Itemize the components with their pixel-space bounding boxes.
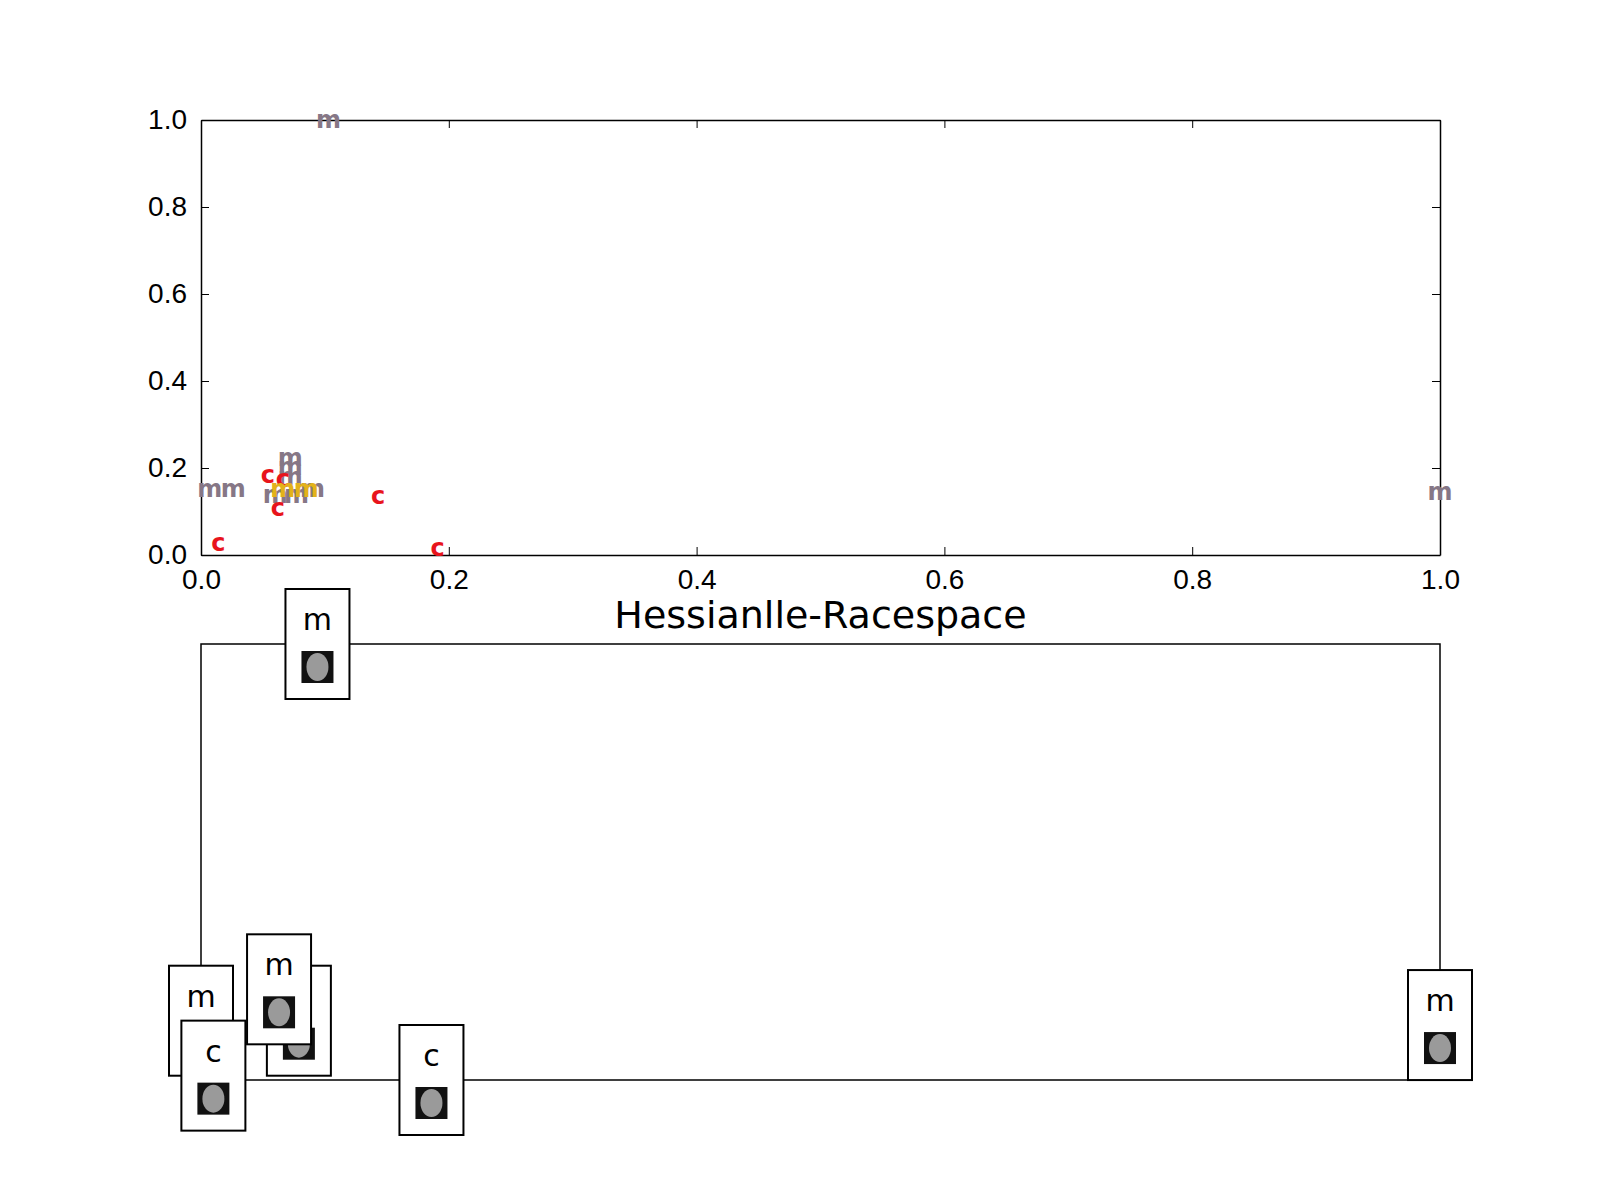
tick-mark xyxy=(201,381,209,382)
tick-label: 1.0 xyxy=(148,104,187,135)
thumbnail-box xyxy=(247,934,311,1044)
thumbnail-face xyxy=(1429,1034,1451,1062)
tick xyxy=(1432,120,1440,121)
tick xyxy=(1432,294,1440,295)
thumbnail: m xyxy=(1408,970,1472,1080)
tick-mark xyxy=(201,120,209,121)
tick-mark xyxy=(1432,555,1440,556)
tick-mark xyxy=(201,555,209,556)
x-axis-top xyxy=(202,120,1441,128)
chart: 0.00.20.40.60.81.00.00.20.40.60.81.0mmmm… xyxy=(0,0,1600,1200)
tick-label: 0.4 xyxy=(678,564,717,595)
tick-mark xyxy=(697,547,698,555)
tick-label: 0.2 xyxy=(430,564,469,595)
tick-mark xyxy=(201,294,209,295)
thumbnail-image xyxy=(263,996,295,1028)
tick-mark xyxy=(201,207,209,208)
tick: 0.0 xyxy=(148,539,209,570)
thumbnail-box xyxy=(181,1021,245,1131)
tick-mark xyxy=(944,120,945,128)
thumbnail-box xyxy=(399,1025,463,1135)
tick-mark xyxy=(1192,120,1193,128)
tick: 0.4 xyxy=(678,547,717,595)
point: m xyxy=(197,475,222,503)
thumbnail-label: m xyxy=(1425,983,1454,1018)
tick-label: 0.4 xyxy=(148,365,187,396)
tick-label: 0.2 xyxy=(148,452,187,483)
thumbnail: c xyxy=(181,1021,245,1131)
panel: 0.00.20.40.60.81.00.00.20.40.60.81.0mmmm… xyxy=(148,104,1460,594)
tick: 0.8 xyxy=(1173,547,1212,595)
tick-label: 0.0 xyxy=(148,539,187,570)
point: m xyxy=(270,475,295,503)
tick-mark xyxy=(1192,547,1193,555)
tick xyxy=(697,120,698,128)
point: c xyxy=(371,482,385,510)
tick-mark xyxy=(449,547,450,555)
thumbnail-face xyxy=(306,653,328,681)
tick xyxy=(1432,207,1440,208)
point: m xyxy=(316,106,341,134)
thumbnail: m xyxy=(247,934,311,1044)
chart-title: Hessianlle-Racespace xyxy=(614,593,1026,637)
thumbnail-face xyxy=(202,1085,224,1113)
tick-mark xyxy=(1432,294,1440,295)
thumbnail-image xyxy=(197,1083,229,1115)
tick: 0.4 xyxy=(148,365,209,396)
thumbnail: m xyxy=(285,589,349,699)
thumbnail-label: m xyxy=(186,979,215,1014)
thumbnail-box xyxy=(1408,970,1472,1080)
thumbnail: c xyxy=(399,1025,463,1135)
thumbnail-label: c xyxy=(423,1038,440,1073)
thumbnail-label: m xyxy=(303,602,332,637)
x-axis: 0.0 0.2 0.4 0.6 0.8 1.0 xyxy=(182,547,1460,595)
thumbnail-image xyxy=(1424,1032,1456,1064)
tick-mark xyxy=(1432,468,1440,469)
point: m xyxy=(221,475,246,503)
tick-label: 0.6 xyxy=(148,278,187,309)
tick xyxy=(1432,468,1440,469)
tick-label: 0.8 xyxy=(1173,564,1212,595)
tick: 1.0 xyxy=(148,104,209,135)
thumbnail-label: m xyxy=(264,947,293,982)
tick-mark xyxy=(1432,381,1440,382)
axis-line xyxy=(202,120,1441,122)
tick-label: 1.0 xyxy=(1421,564,1460,595)
point: m xyxy=(294,475,319,503)
tick-mark xyxy=(944,547,945,555)
tick xyxy=(449,120,450,128)
thumbnail-box xyxy=(285,589,349,699)
tick xyxy=(944,120,945,128)
plot-frame xyxy=(201,644,1440,1080)
point: m xyxy=(1427,478,1452,506)
thumbnail-face xyxy=(420,1089,442,1117)
tick-label: 0.6 xyxy=(925,564,964,595)
thumbnail-label: c xyxy=(205,1034,222,1069)
point: c xyxy=(431,534,445,562)
tick xyxy=(1432,381,1440,382)
tick: 0.6 xyxy=(925,547,964,595)
tick-label: 0.8 xyxy=(148,191,187,222)
thumbnail-face xyxy=(268,998,290,1026)
point: c xyxy=(211,529,225,557)
tick-label: 0.0 xyxy=(182,564,221,595)
panel: mmmmmcc xyxy=(169,589,1472,1135)
axis-line xyxy=(202,555,1441,557)
thumbnail-image xyxy=(301,651,333,683)
tick xyxy=(1432,555,1440,556)
tick: 0.8 xyxy=(148,191,209,222)
tick xyxy=(1192,120,1193,128)
tick-mark xyxy=(1432,120,1440,121)
tick: 0.6 xyxy=(148,278,209,309)
tick-mark xyxy=(449,120,450,128)
tick-mark xyxy=(1432,207,1440,208)
marks: mmmmmcc xyxy=(169,589,1472,1135)
tick-mark xyxy=(201,468,209,469)
marks: mmmmmmmmmmccccccmm xyxy=(197,106,1452,562)
thumbnail-image xyxy=(415,1087,447,1119)
tick-mark xyxy=(697,120,698,128)
